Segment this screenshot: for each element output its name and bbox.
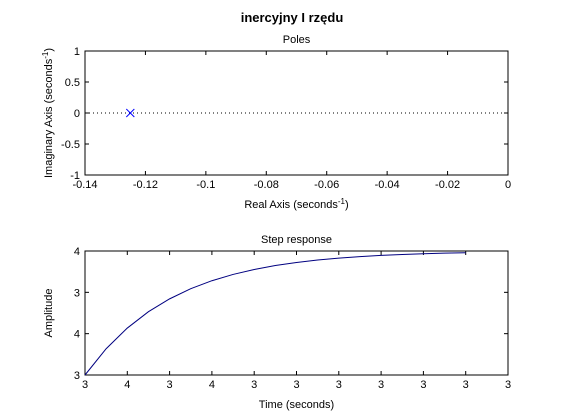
label-part: )	[345, 199, 349, 211]
x-tick-label: -0.06	[314, 179, 339, 191]
label-part: -1	[41, 51, 50, 59]
x-tick-label: 3	[82, 379, 88, 391]
axes-title: Step response	[261, 234, 332, 246]
y-tick-label: 3	[74, 287, 80, 299]
x-tick-label: 3	[336, 379, 342, 391]
label-part: Real Axis (seconds	[244, 199, 338, 211]
figure-title: inercyjny I rzędu	[241, 10, 344, 25]
y-tick-label: 0.5	[65, 77, 80, 89]
x-tick-label: 3	[420, 379, 426, 391]
x-tick-label: -0.02	[435, 179, 460, 191]
y-tick-label: 3	[74, 370, 80, 382]
x-tick-label: 3	[378, 379, 384, 391]
pole-marker	[125, 108, 135, 118]
x-tick-label: 3	[167, 379, 173, 391]
x-axis-label: Time (seconds)	[259, 399, 334, 411]
axes-title: Poles	[283, 34, 311, 46]
x-tick-label: 3	[293, 379, 299, 391]
label-part: )	[43, 48, 55, 52]
x-tick-label: 4	[209, 379, 215, 391]
x-tick-label: 3	[251, 379, 257, 391]
x-tick-label: -0.08	[254, 179, 279, 191]
x-tick-label: -0.1	[196, 179, 215, 191]
x-tick-label: 3	[505, 379, 511, 391]
y-axis-label: Amplitude	[43, 289, 55, 338]
x-tick-label: -0.14	[72, 179, 97, 191]
y-tick-label: 0	[74, 108, 80, 120]
y-tick-label: 4	[74, 246, 80, 258]
x-tick-label: 4	[124, 379, 130, 391]
y-tick-label: 1	[74, 46, 80, 58]
step-curve	[84, 252, 466, 376]
label-part: -1	[338, 197, 346, 206]
x-tick-label: 3	[463, 379, 469, 391]
y-tick-label: 4	[74, 329, 80, 341]
y-tick-label: -1	[70, 170, 80, 182]
axes-box	[84, 50, 509, 176]
y-axis-label: Imaginary Axis (seconds-1)	[41, 48, 56, 178]
x-tick-label: -0.12	[133, 179, 158, 191]
y-tick-label: -0.5	[61, 139, 80, 151]
x-tick-label: 0	[505, 179, 511, 191]
x-axis-label: Real Axis (seconds-1)	[244, 197, 348, 212]
label-part: Imaginary Axis (seconds	[43, 58, 55, 178]
x-tick-label: -0.04	[375, 179, 400, 191]
axes-box	[84, 250, 509, 376]
